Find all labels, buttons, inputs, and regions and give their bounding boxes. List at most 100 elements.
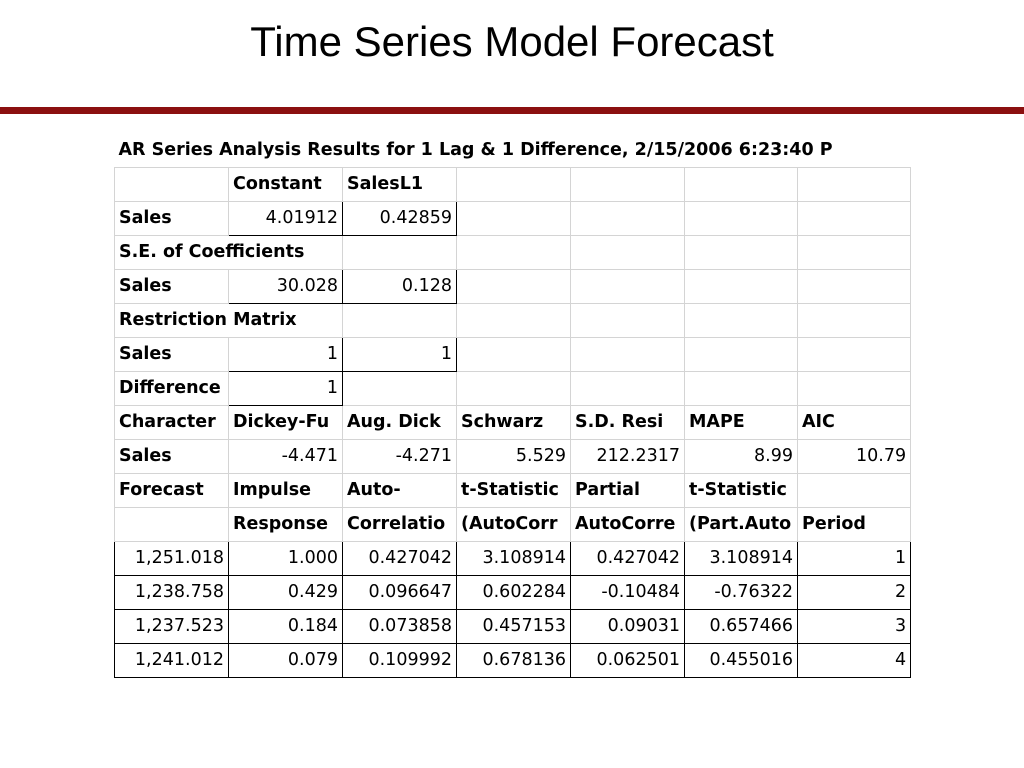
sheet-row: 1,241.012 0.079 0.109992 0.678136 0.062501 0.… — [114, 642, 912, 678]
sheet-cell: 1 — [228, 336, 343, 372]
sheet-cell: Character — [114, 404, 229, 440]
sheet-cell: 5.529 — [456, 438, 571, 474]
sheet-cell — [570, 336, 685, 372]
sheet-cell — [114, 506, 229, 542]
sheet-cell: Sales — [114, 336, 229, 372]
sheet-cell: 0.678136 — [456, 642, 571, 678]
sheet-cell: t-Statistic — [456, 472, 571, 508]
sheet-cell — [456, 336, 571, 372]
sheet-cell: Sales — [114, 200, 229, 236]
sheet-cell — [456, 166, 571, 202]
sheet-cell — [456, 370, 571, 406]
sheet-cell — [684, 166, 798, 202]
sheet-cell — [796, 370, 912, 406]
sheet-cell — [796, 268, 912, 304]
sheet-cell: 1.000 — [228, 540, 343, 576]
sheet-cell: SalesL1 — [342, 166, 457, 202]
sheet-cell: 3 — [796, 608, 912, 644]
sheet-cell: -4.471 — [228, 438, 343, 474]
sheet-cell: -4.271 — [342, 438, 457, 474]
sheet-row: S.E. of Coefficients — [114, 234, 912, 270]
sheet-cell: 1,238.758 — [114, 574, 229, 610]
sheet-cell: 0.128 — [342, 268, 457, 304]
sheet-cell — [684, 370, 798, 406]
sheet-cell: Difference — [114, 370, 229, 406]
sheet-cell — [570, 302, 685, 338]
sheet-cell: 1,237.523 — [114, 608, 229, 644]
sheet-cell: Dickey-Fu — [228, 404, 343, 440]
sheet-cell: 1 — [796, 540, 912, 576]
sheet-cell: S.D. Resi — [570, 404, 685, 440]
sheet-cell — [570, 200, 685, 236]
title-rule — [0, 107, 1024, 114]
sheet-row: Sales 30.028 0.128 — [114, 268, 912, 304]
sheet-cell: 30.028 — [228, 268, 343, 304]
sheet-cell — [570, 370, 685, 406]
sheet-row: Character Dickey-Fu Aug. Dick Schwarz S.D. R… — [114, 404, 912, 440]
sheet-cell: 0.455016 — [684, 642, 798, 678]
sheet-cell — [342, 370, 457, 406]
sheet-cell: 0.096647 — [342, 574, 457, 610]
sheet-cell — [684, 234, 798, 270]
sheet-row: Sales 1 1 — [114, 336, 912, 372]
sheet-cell: MAPE — [684, 404, 798, 440]
sheet-cell: 0.427042 — [570, 540, 685, 576]
sheet-cell: Restriction Matrix — [114, 302, 343, 338]
sheet-cell: 8.99 — [684, 438, 798, 474]
sheet-cell: (Part.Auto — [684, 506, 798, 542]
sheet-cell: 0.429 — [228, 574, 343, 610]
sheet-cell — [796, 336, 912, 372]
sheet-cell: -0.76322 — [684, 574, 798, 610]
sheet-cell — [796, 166, 912, 202]
sheet-cell: 212.2317 — [570, 438, 685, 474]
sheet-cell: Sales — [114, 268, 229, 304]
sheet-cell: 1,241.012 — [114, 642, 229, 678]
sheet-row: Sales -4.471 -4.271 5.529 212.2317 8.99 10.79 — [114, 438, 912, 474]
sheet-cell: 0.062501 — [570, 642, 685, 678]
sheet-cell — [570, 268, 685, 304]
sheet-row: 1,237.523 0.184 0.073858 0.457153 0.09031 0.6… — [114, 608, 912, 644]
sheet-cell: 0.657466 — [684, 608, 798, 644]
sheet-cell: AutoCorre — [570, 506, 685, 542]
sheet-cell — [684, 200, 798, 236]
sheet-cell: Aug. Dick — [342, 404, 457, 440]
sheet-cell: 1 — [342, 336, 457, 372]
sheet-cell — [684, 302, 798, 338]
sheet-cell — [684, 268, 798, 304]
sheet-cell: 0.184 — [228, 608, 343, 644]
slide-title: Time Series Model Forecast — [250, 18, 774, 65]
sheet-cell: Sales — [114, 438, 229, 474]
sheet-cell — [456, 234, 571, 270]
sheet-cell: (AutoCorr — [456, 506, 571, 542]
sheet-cell — [796, 234, 912, 270]
sheet-caption: AR Series Analysis Results for 1 Lag & 1… — [114, 133, 911, 168]
sheet-row: Sales 4.01912 0.42859 — [114, 200, 912, 236]
sheet-cell — [456, 268, 571, 304]
sheet-cell — [570, 234, 685, 270]
sheet-row: Forecast Impulse Auto-t-Statistic Partial t-… — [114, 472, 912, 508]
sheet-cell: Partial — [570, 472, 685, 508]
sheet-cell — [684, 336, 798, 372]
sheet-cell: 0.427042 — [342, 540, 457, 576]
sheet-row: 1,238.758 0.429 0.096647 0.602284 -0.10484 -0… — [114, 574, 912, 610]
sheet-cell: 3.108914 — [684, 540, 798, 576]
sheet-cell — [796, 472, 912, 508]
sheet-cell: 4 — [796, 642, 912, 678]
sheet-row: Constant SalesL1 — [114, 166, 912, 202]
sheet-cell — [796, 200, 912, 236]
sheet-cell: Correlatio — [342, 506, 457, 542]
sheet-cell: 3.108914 — [456, 540, 571, 576]
sheet-cell: 4.01912 — [228, 200, 343, 236]
sheet-cell: 0.079 — [228, 642, 343, 678]
sheet-row: AR Series Analysis Results for 1 Lag & 1… — [114, 133, 911, 168]
sheet-cell: Auto- — [342, 472, 457, 508]
sheet-cell: 0.09031 — [570, 608, 685, 644]
sheet-cell — [570, 166, 685, 202]
sheet-cell — [342, 302, 457, 338]
sheet-cell: 0.42859 — [342, 200, 457, 236]
sheet-cell: t-Statistic — [684, 472, 798, 508]
sheet-cell: Constant — [228, 166, 343, 202]
sheet-cell: 1 — [228, 370, 343, 406]
sheet-cell: Schwarz — [456, 404, 571, 440]
